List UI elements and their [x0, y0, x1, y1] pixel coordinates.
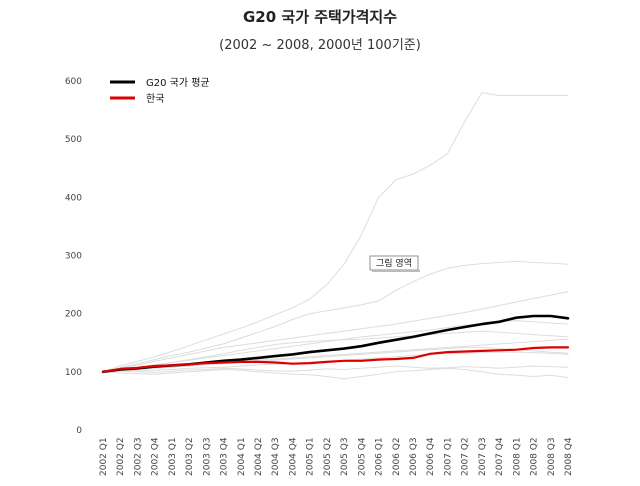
x-tick-label: 2007 Q4	[495, 437, 505, 476]
background-series-line	[102, 260, 569, 373]
y-tick-label: 300	[65, 252, 82, 262]
x-tick-label: 2005 Q1	[306, 437, 316, 476]
x-tick-label: 2006 Q4	[426, 437, 436, 476]
x-tick-label: 2004 Q1	[237, 437, 247, 476]
legend-label: 한국	[146, 93, 164, 105]
chart-subtitle: (2002 ~ 2008, 2000년 100기준)	[219, 38, 421, 53]
x-tick-label: 2008 Q3	[547, 437, 557, 476]
background-series	[102, 92, 569, 380]
tooltip-shadow	[372, 270, 420, 272]
y-tick-label: 200	[65, 310, 82, 320]
x-tick-label: 2008 Q2	[530, 437, 540, 476]
y-tick-label: 0	[76, 426, 82, 436]
y-tick-label: 500	[65, 135, 82, 145]
x-tick-label: 2002 Q1	[99, 437, 109, 476]
x-tick-label: 2005 Q4	[357, 437, 367, 476]
tooltip-label: 그림 영역	[376, 257, 412, 269]
x-tick-label: 2005 Q3	[340, 437, 350, 476]
x-tick-label: 2002 Q3	[133, 437, 143, 476]
background-series-line	[102, 346, 569, 373]
x-tick-label: 2007 Q1	[443, 437, 453, 476]
x-tick-label: 2008 Q1	[512, 437, 522, 476]
plot-area-tooltip: 그림 영역	[369, 255, 420, 272]
x-tick-label: 2006 Q3	[409, 437, 419, 476]
x-tick-label: 2006 Q2	[392, 437, 402, 476]
x-axis: 2002 Q1 2002 Q2 2002 Q3 2002 Q4 2003 Q1 2003 …	[99, 437, 574, 476]
x-tick-label: 2007 Q3	[478, 437, 488, 476]
chart-title: G20 국가 주택가격지수	[242, 8, 398, 26]
x-tick-label: 2004 Q3	[271, 437, 281, 476]
x-tick-label: 2006 Q1	[375, 437, 385, 476]
x-tick-label: 2004 Q4	[288, 437, 298, 476]
background-series-line	[102, 367, 569, 380]
background-series-line	[102, 92, 569, 373]
x-tick-label: 2002 Q2	[116, 437, 126, 476]
highlight-series	[101, 314, 570, 374]
x-tick-label: 2008 Q4	[564, 437, 574, 476]
x-tick-label: 2003 Q1	[168, 437, 178, 476]
x-tick-label: 2002 Q4	[151, 437, 161, 476]
background-series-line	[102, 330, 569, 373]
background-series-line	[102, 291, 569, 373]
y-tick-label: 100	[65, 368, 82, 378]
y-tick-label: 400	[65, 193, 82, 203]
x-tick-label: 2004 Q2	[254, 437, 264, 476]
y-axis: 0 100 200 300 400 500 600	[65, 77, 82, 436]
series-line-1	[101, 346, 570, 373]
background-series-line	[102, 365, 569, 373]
legend-label: G20 국가 평균	[146, 77, 210, 89]
x-tick-label: 2007 Q2	[461, 437, 471, 476]
y-tick-label: 600	[65, 77, 82, 87]
x-tick-label: 2005 Q2	[323, 437, 333, 476]
x-tick-label: 2003 Q2	[185, 437, 195, 476]
x-tick-label: 2003 Q3	[202, 437, 212, 476]
x-tick-label: 2003 Q4	[220, 437, 230, 476]
